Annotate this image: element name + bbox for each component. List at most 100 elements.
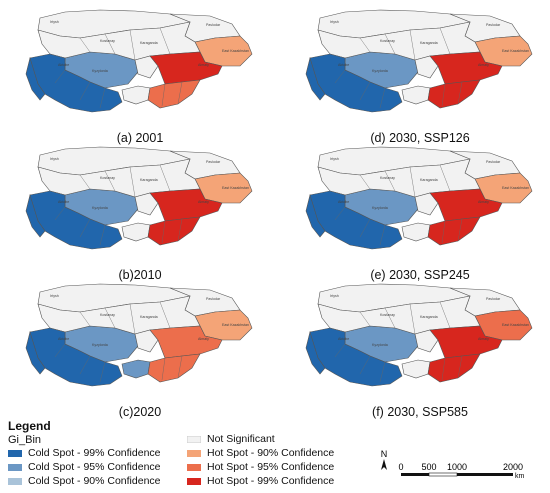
region-border [79,174,91,190]
map-panel-2001: Irtysh Pavlodar East Kazakhstan Karaganda Ko… [10,8,270,153]
map-panel-2030-ssp585: Irtysh Pavlodar East Kazakhstan Karaganda Ko… [290,282,550,427]
region-label: Kostanay [380,313,395,317]
map: Irtysh Pavlodar East Kazakhstan Karaganda Ko… [305,283,533,387]
panel-caption: (b)2010 [118,268,162,282]
legend-title: Legend [8,419,51,433]
region-south-east [147,79,201,109]
region-label: Aktobe [58,200,69,204]
legend-item-cold90: Cold Spot - 90% Confidence [8,475,161,487]
region-label: Almaty [198,63,209,67]
region-border [429,202,439,216]
region-label: East Kazakhstan [222,49,249,53]
region-border [334,69,346,84]
scale-tick-2000: 2000 [503,462,523,472]
region-border [159,27,171,55]
region-border [49,53,66,59]
region-south-east [427,79,481,109]
region-border [159,301,171,329]
region-east-center [149,51,223,85]
map: Irtysh Pavlodar East Kazakhstan Karaganda Ko… [305,9,533,113]
region-label: Aktobe [338,337,349,341]
scale-segment [401,473,429,476]
region-border [159,164,171,192]
region-border [79,311,91,327]
region-border [379,87,386,109]
legend-swatch [8,463,22,471]
region-label: Kostanay [100,39,115,43]
region-border [379,224,386,246]
region-border [149,65,159,79]
region-label: Aktobe [58,63,69,67]
north-arrow-icon [381,459,387,470]
region-label: Pavlodar [206,23,221,27]
region-label: Karaganda [420,315,438,319]
region-label: Irtysh [50,157,59,161]
map: Irtysh Pavlodar East Kazakhstan Karaganda Ko… [25,9,253,113]
region-west-edge [305,193,326,238]
region-label: Pavlodar [206,160,221,164]
region-border [359,81,371,101]
region-border [129,29,136,61]
region-west-edge [305,330,326,375]
region-label: Almaty [478,63,489,67]
region-border [384,307,396,329]
region-west-edge [25,193,46,238]
legend-label: Cold Spot - 99% Confidence [28,447,161,459]
region-label: Irtysh [330,294,339,298]
region-label: Pavlodar [486,160,501,164]
region-label: Kostanay [380,39,395,43]
region-border [129,166,136,198]
region-label: Kyzylorda [92,206,108,210]
panel-caption: (a) 2001 [116,131,164,145]
region-border [79,355,91,375]
map: Irtysh Pavlodar East Kazakhstan Karaganda Ko… [305,146,533,250]
legend-subtitle: Gi_Bin [8,434,42,446]
region-west-edge [25,330,46,375]
region-label: Kyzylorda [92,343,108,347]
region-border [334,206,346,221]
region-border [177,81,183,105]
map-panel-2030-ssp126: Irtysh Pavlodar East Kazakhstan Karaganda Ko… [290,8,550,153]
region-label: Irtysh [330,157,339,161]
region-border [54,206,66,221]
region-border [439,164,451,192]
region-label: Aktobe [338,63,349,67]
region-border [379,361,386,383]
region-label: Kostanay [100,313,115,317]
region-border [457,355,463,379]
region-border [359,174,371,190]
scale-segment [428,472,458,477]
map-panel-2020: Irtysh Pavlodar East Kazakhstan Karaganda Ko… [10,282,270,427]
region-east-center [149,188,223,222]
region-border [79,37,91,53]
region-border [329,53,346,59]
region-border [161,220,166,244]
map: Irtysh Pavlodar East Kazakhstan Karaganda Ko… [25,146,253,250]
region-label: Karaganda [140,315,158,319]
legend-label: Cold Spot - 95% Confidence [28,461,161,473]
region-border [54,69,66,84]
map: Irtysh Pavlodar East Kazakhstan Karaganda Ko… [25,283,253,387]
region-border [149,339,159,353]
region-border [359,355,371,375]
region-border [177,218,183,242]
region-label: Aktobe [338,200,349,204]
region-border [359,37,371,53]
region-label: Almaty [198,337,209,341]
region-border [329,327,346,333]
region-label: Karaganda [420,41,438,45]
panel-caption: (e) 2030, SSP245 [370,268,470,282]
legend-label: Not Significant [207,433,275,445]
region-border [359,311,371,327]
region-west-edge [305,56,326,101]
map-panel-2010: Irtysh Pavlodar East Kazakhstan Karaganda Ko… [10,145,270,290]
region-label: Irtysh [50,294,59,298]
north-label: N [381,449,388,459]
legend-item-not-significant: Not Significant [187,433,275,445]
region-border [359,218,371,238]
region-border [441,83,446,107]
region-west-edge [25,56,46,101]
region-label: Kyzylorda [372,69,388,73]
legend-swatch [187,477,201,485]
region-border [409,166,416,198]
